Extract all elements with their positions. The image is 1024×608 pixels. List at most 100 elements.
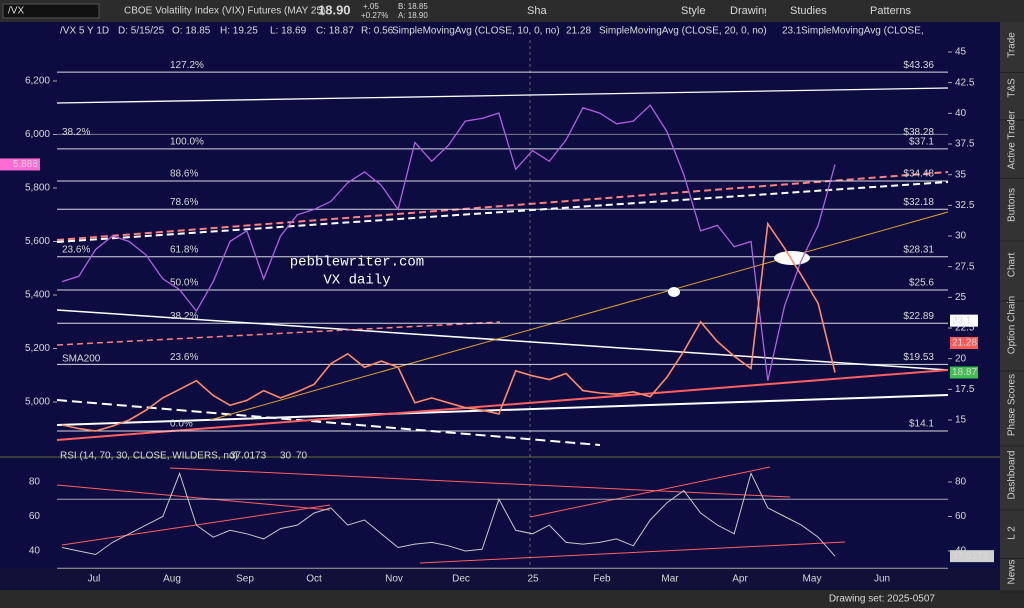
- fib-price: $25.6: [909, 278, 934, 289]
- x-tick-label: Mar: [661, 574, 679, 585]
- fib-pct: 100.0%: [170, 137, 204, 148]
- toolbar-button[interactable]: [846, 2, 908, 20]
- fib-pct: 0.0%: [170, 419, 193, 430]
- status: Drawing set: 2025-0507: [829, 594, 936, 605]
- x-tick-label: Jul: [88, 574, 101, 585]
- trendline: [56, 181, 949, 243]
- rsi-trendline: [56, 484, 331, 511]
- right-tick-label: 37.5: [955, 139, 975, 150]
- sidebar-tab: Buttons: [1007, 188, 1018, 222]
- rsi-tick-label: 80: [29, 477, 41, 488]
- fib-price: $32.18: [903, 197, 934, 208]
- sidebar-tab: Active Trader: [1007, 110, 1018, 170]
- fib-pct: 38.2%: [170, 311, 198, 322]
- trendline: [56, 309, 949, 371]
- toolbar-button[interactable]: [706, 2, 768, 20]
- right-tick-label: 22.5: [955, 323, 975, 334]
- rsi-value: 37.0173: [230, 451, 267, 462]
- fib-price: $14.1: [909, 419, 934, 430]
- trendline: [56, 87, 949, 104]
- fib-pct: 23.6%: [170, 352, 198, 363]
- fib-price: $19.53: [903, 352, 934, 363]
- sidebar-tab: Chart: [1007, 253, 1018, 278]
- rsi-trendline: [529, 466, 771, 518]
- watermark: VX daily: [323, 273, 390, 289]
- x-axis: [0, 568, 1000, 590]
- symbol-box[interactable]: [2, 3, 100, 19]
- chart-header: D: 5/15/25: [118, 26, 165, 37]
- fib-price: $43.36: [903, 60, 934, 71]
- sidebar-tab: L 2: [1007, 526, 1018, 540]
- badge-text: 23.1: [952, 315, 972, 326]
- toolbar-button[interactable]: [657, 2, 719, 20]
- rsi-trendline: [419, 541, 846, 564]
- rsi-overbought: 70: [296, 451, 308, 462]
- toolbar-button[interactable]: [766, 2, 828, 20]
- fib-price: $28.31: [903, 244, 934, 255]
- fib-price: $37.1: [909, 137, 934, 148]
- sidebar-tab: T&S: [1007, 78, 1018, 98]
- right-tick-label: 45: [955, 47, 967, 58]
- left-tick-label: 5,200: [25, 343, 50, 354]
- x-tick-label: Oct: [306, 574, 322, 585]
- badge: [950, 336, 978, 349]
- rsi-line: [61, 471, 836, 557]
- rsi-pane: [0, 458, 1000, 568]
- sidebar-tab: Trade: [1007, 32, 1018, 58]
- fib-pct: 61.8%: [170, 244, 198, 255]
- toolbar-button-label: Studies: [790, 5, 827, 17]
- rsi-tick-label: 40: [29, 546, 41, 557]
- bid: B: 18.85: [398, 2, 428, 11]
- trendlines: [56, 87, 949, 564]
- x-tick-label: 25: [527, 574, 539, 585]
- trendline: [56, 399, 601, 446]
- trendline: [56, 321, 501, 346]
- sidebar-tab: News: [1007, 559, 1018, 584]
- fib-pct: 50.0%: [170, 278, 198, 289]
- x-tick-label: May: [803, 574, 822, 585]
- toolbar-button[interactable]: [547, 2, 569, 20]
- rsi-tick-label: 80: [955, 477, 967, 488]
- badge: [950, 366, 978, 379]
- badge: [950, 314, 978, 327]
- change-pct: +0.27%: [361, 11, 388, 20]
- right-tick-label: 40: [955, 108, 967, 119]
- status-bar: [0, 590, 1024, 608]
- study-label: SimpleMovingAvg (CLOSE, 20, 0, no): [599, 26, 767, 37]
- right-axis: [948, 22, 1000, 456]
- ask: A: 18.90: [398, 11, 428, 20]
- chart-header: H: 19.25: [220, 26, 258, 37]
- sidebar-tab: Option Chain: [1007, 296, 1018, 354]
- left-tick-label: 5,400: [25, 290, 50, 301]
- x-tick-label: Aug: [163, 574, 181, 585]
- marker: [668, 287, 680, 297]
- last-price: 18.90: [318, 2, 351, 17]
- fib-pct: 88.6%: [170, 169, 198, 180]
- right-tick-label: 32.5: [955, 200, 975, 211]
- toolbar-button-label: Style: [681, 5, 705, 17]
- badge-text: 21.28: [952, 338, 977, 349]
- x-tick-label: Feb: [593, 574, 611, 585]
- badge: [950, 550, 994, 563]
- badge-text: 18.87: [952, 367, 977, 378]
- vx-line: [61, 221, 836, 432]
- left-tick-label: 5,800: [25, 183, 50, 194]
- x-tick-label: Jun: [874, 574, 890, 585]
- right-tick-label: 30: [955, 231, 967, 242]
- right-tick-label: 17.5: [955, 384, 975, 395]
- trendline: [56, 394, 949, 426]
- right-tick-label: 25: [955, 292, 967, 303]
- fib-pct: 127.2%: [170, 60, 204, 71]
- sidebar: [1000, 22, 1024, 590]
- chart-header: R: 0.56: [361, 26, 394, 37]
- spx-line: [61, 104, 836, 381]
- toolbar-button-label: Drawings: [730, 5, 776, 17]
- watermark: pebblewriter.com: [290, 255, 424, 271]
- study-value: 21.28: [566, 26, 591, 37]
- description: CBOE Volatility Index (VIX) Futures (MAY…: [124, 6, 325, 17]
- fib-price: $38.28: [903, 127, 934, 138]
- badge: [0, 158, 40, 171]
- x-tick-label: Nov: [385, 574, 403, 585]
